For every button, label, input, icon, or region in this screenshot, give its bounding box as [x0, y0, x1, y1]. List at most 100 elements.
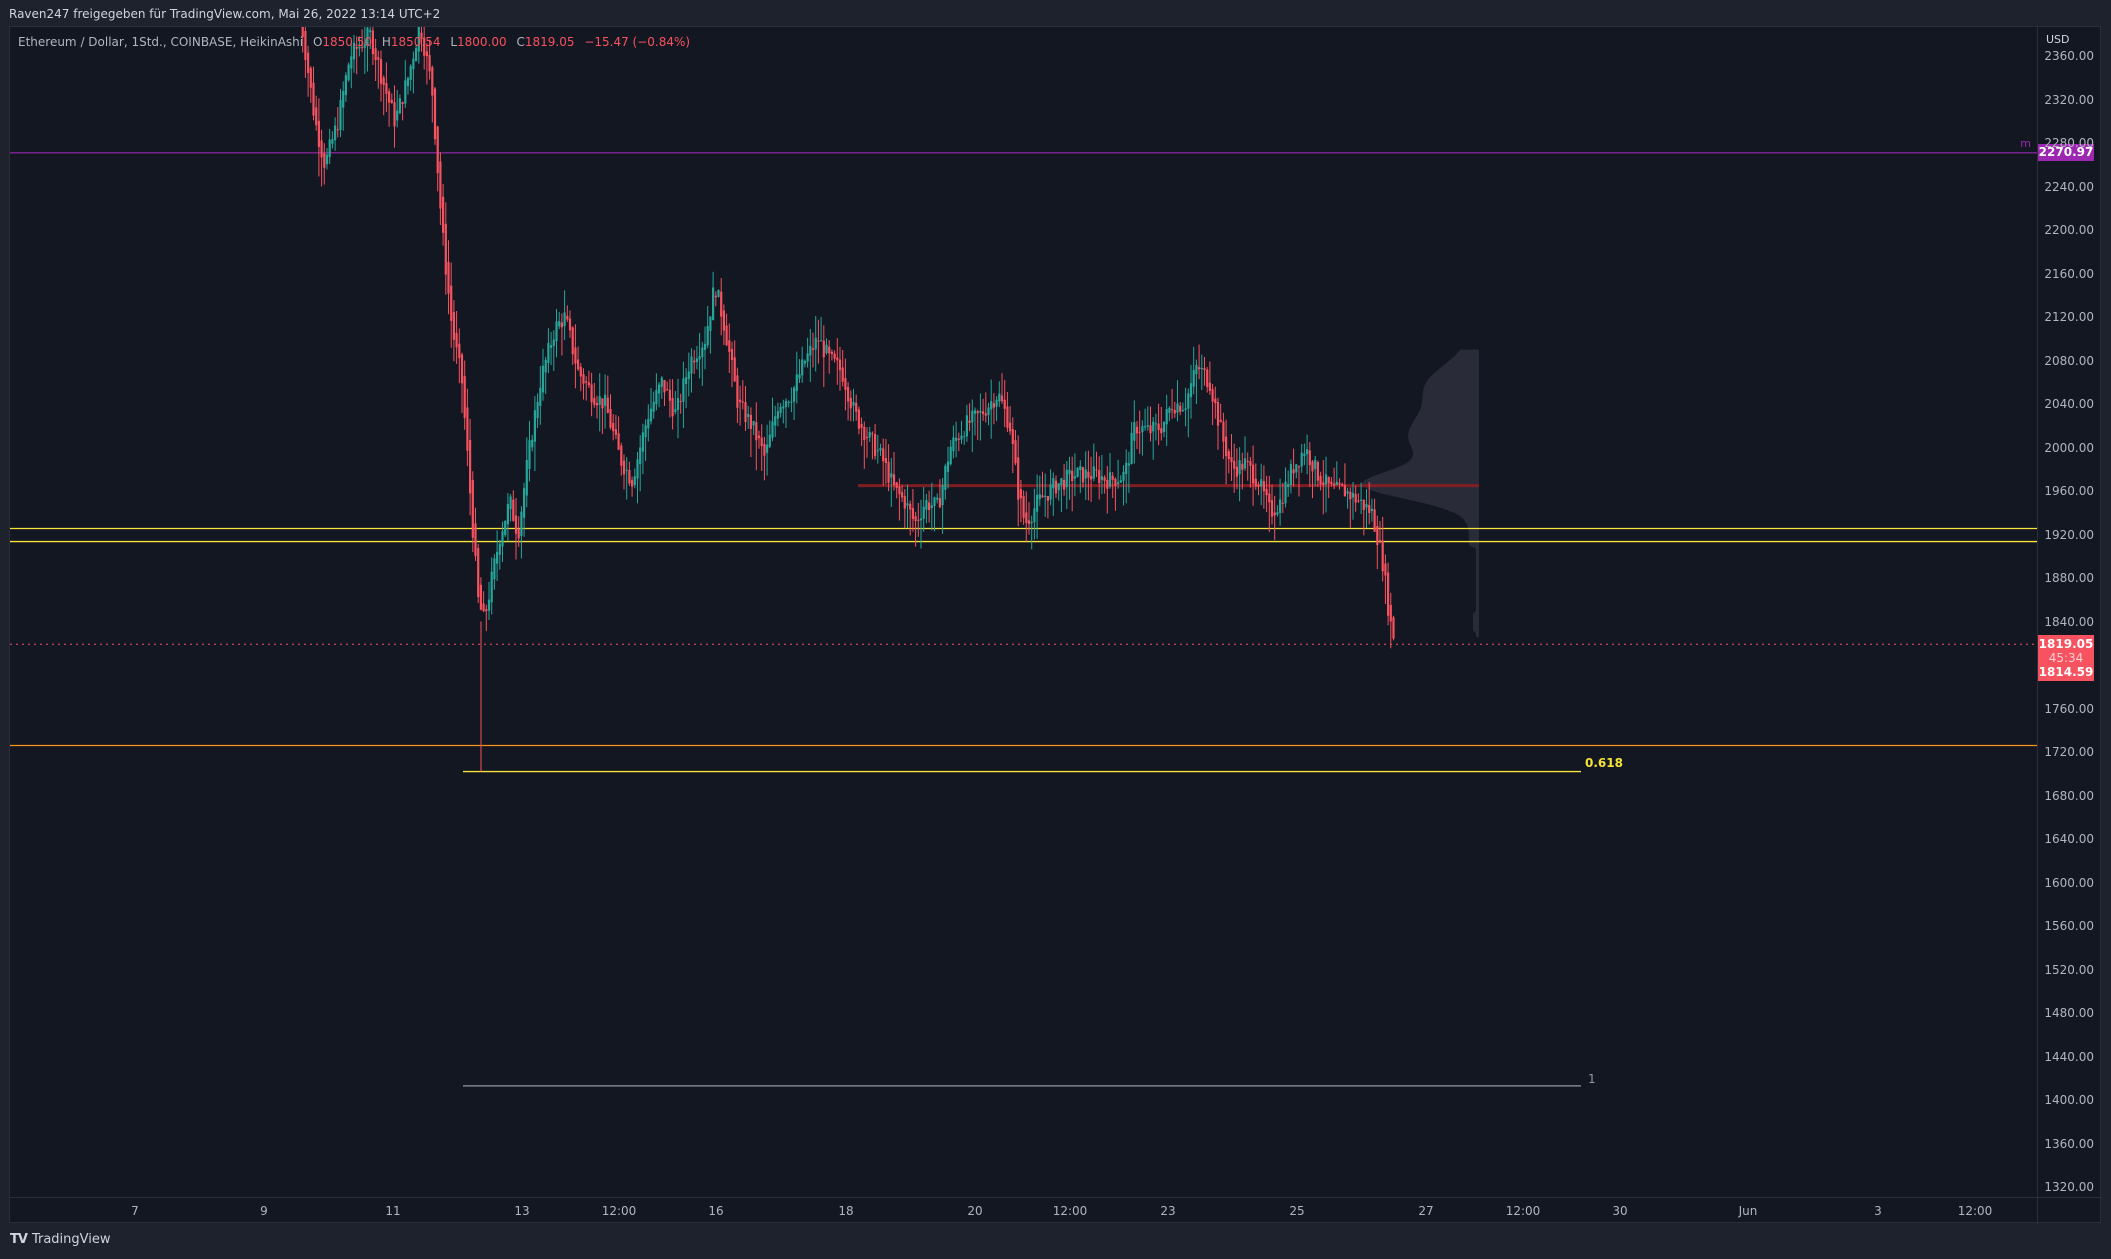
candle-body — [882, 448, 885, 462]
open-label: O — [312, 35, 323, 49]
candle-body — [1063, 479, 1066, 490]
price-tick: 1880.00 — [2044, 571, 2094, 585]
price-axis[interactable]: USD 2270.97 1819.05 45:34 1814.59 2360.0… — [2037, 27, 2102, 1197]
price-tick: 1320.00 — [2044, 1180, 2094, 1194]
candle-body — [617, 433, 620, 450]
low-label: L — [450, 35, 458, 49]
price-tick: 2280.00 — [2044, 136, 2094, 150]
candle-body — [1049, 484, 1052, 500]
candle-body — [358, 46, 361, 49]
candle-body — [1114, 478, 1117, 486]
candle-body — [595, 403, 599, 406]
candle-body — [706, 326, 709, 346]
fib-level-0618-label[interactable]: 0.618 — [1585, 755, 1623, 770]
candle-body — [1349, 491, 1352, 500]
candle-body — [717, 289, 720, 297]
candle-body — [447, 261, 450, 294]
candle-body — [766, 444, 769, 453]
candle-body — [506, 503, 509, 525]
candle-body — [984, 413, 987, 416]
candle-body — [795, 374, 798, 392]
candle-body — [1378, 540, 1382, 542]
candle-body — [1235, 466, 1238, 477]
candlestick-chart[interactable] — [10, 27, 2037, 1197]
candle-body — [774, 416, 777, 426]
candle-body — [822, 340, 825, 358]
symbol-title[interactable]: Ethereum / Dollar, 1Std., COINBASE, Heik… — [18, 35, 304, 49]
candle-body — [404, 80, 407, 104]
time-axis[interactable]: 7 9 11 13 12:00 16 18 20 12:00 23 25 27 12:00 30 Jun 3 1… — [10, 1197, 2037, 1224]
price-tick: 1520.00 — [2044, 962, 2094, 977]
high-value: 1850.54 — [390, 35, 441, 49]
low-value: 1800.00 — [457, 35, 507, 49]
candle-body — [585, 381, 588, 383]
candle-body — [452, 312, 455, 340]
candle-body — [606, 397, 609, 413]
candle-body — [933, 497, 936, 507]
candle-body — [582, 374, 585, 384]
candle-body — [1384, 563, 1387, 576]
candle-body — [571, 327, 574, 355]
fib-level-1-label[interactable]: 1 — [1588, 1071, 1596, 1086]
candle-body — [593, 397, 596, 405]
candle-body — [560, 322, 563, 328]
candle-body — [841, 367, 844, 382]
volume-profile — [1361, 349, 1479, 638]
candle-body — [420, 32, 423, 40]
candle-body — [385, 83, 388, 95]
candle-body — [1335, 481, 1338, 486]
time-tick: 16 — [708, 1204, 724, 1218]
candle-body — [917, 519, 920, 521]
candle-body — [836, 357, 839, 361]
candle-body — [744, 402, 747, 423]
candle-body — [369, 30, 372, 33]
candle-body — [1030, 521, 1033, 524]
candle-body — [1157, 423, 1160, 430]
candle-body — [601, 398, 604, 409]
price-pane[interactable]: Ethereum / Dollar, 1Std., COINBASE, Heik… — [10, 27, 2037, 1197]
price-tick: 1400.00 — [2044, 1093, 2094, 1107]
candle-body — [757, 435, 761, 439]
candle-body — [590, 384, 593, 403]
candle-body — [1289, 464, 1292, 485]
candle-body — [1381, 540, 1384, 572]
candle-body — [1330, 481, 1333, 485]
candle-body — [1041, 495, 1044, 498]
candle-body — [1308, 450, 1311, 466]
brand-name: TradingView — [31, 1232, 111, 1247]
candle-body — [1338, 482, 1341, 485]
candle-body — [1262, 481, 1265, 492]
price-tick: 2240.00 — [2044, 179, 2094, 194]
candle-body — [1152, 421, 1155, 432]
candle-body — [412, 58, 415, 70]
candle-body — [671, 397, 674, 417]
candle-body — [709, 316, 712, 331]
candle-body — [868, 431, 871, 438]
candle-body — [1360, 499, 1363, 501]
candle-body — [520, 511, 523, 537]
candle-body — [849, 397, 852, 409]
candle-body — [431, 67, 434, 96]
candle-body — [1076, 467, 1079, 477]
candle-body — [863, 426, 866, 441]
candle-body — [925, 500, 928, 510]
candle-body — [1144, 426, 1147, 428]
candle-body — [1181, 410, 1184, 412]
candle-body — [328, 139, 331, 158]
candle-body — [1162, 421, 1166, 433]
candle-body — [641, 432, 644, 452]
symbol-legend: Ethereum / Dollar, 1Std., COINBASE, Heik… — [18, 35, 690, 49]
candle-body — [963, 436, 966, 438]
candle-body — [469, 439, 472, 494]
candle-body — [860, 423, 863, 428]
candle-body — [895, 482, 898, 488]
candle-body — [844, 378, 847, 390]
candle-body — [609, 408, 612, 428]
candle-body — [614, 429, 617, 435]
candle-body — [1219, 419, 1222, 423]
candle-body — [693, 360, 696, 363]
candle-body — [334, 125, 337, 141]
candle-body — [501, 531, 504, 547]
candle-body — [1233, 460, 1236, 469]
candle-body — [1171, 409, 1174, 411]
